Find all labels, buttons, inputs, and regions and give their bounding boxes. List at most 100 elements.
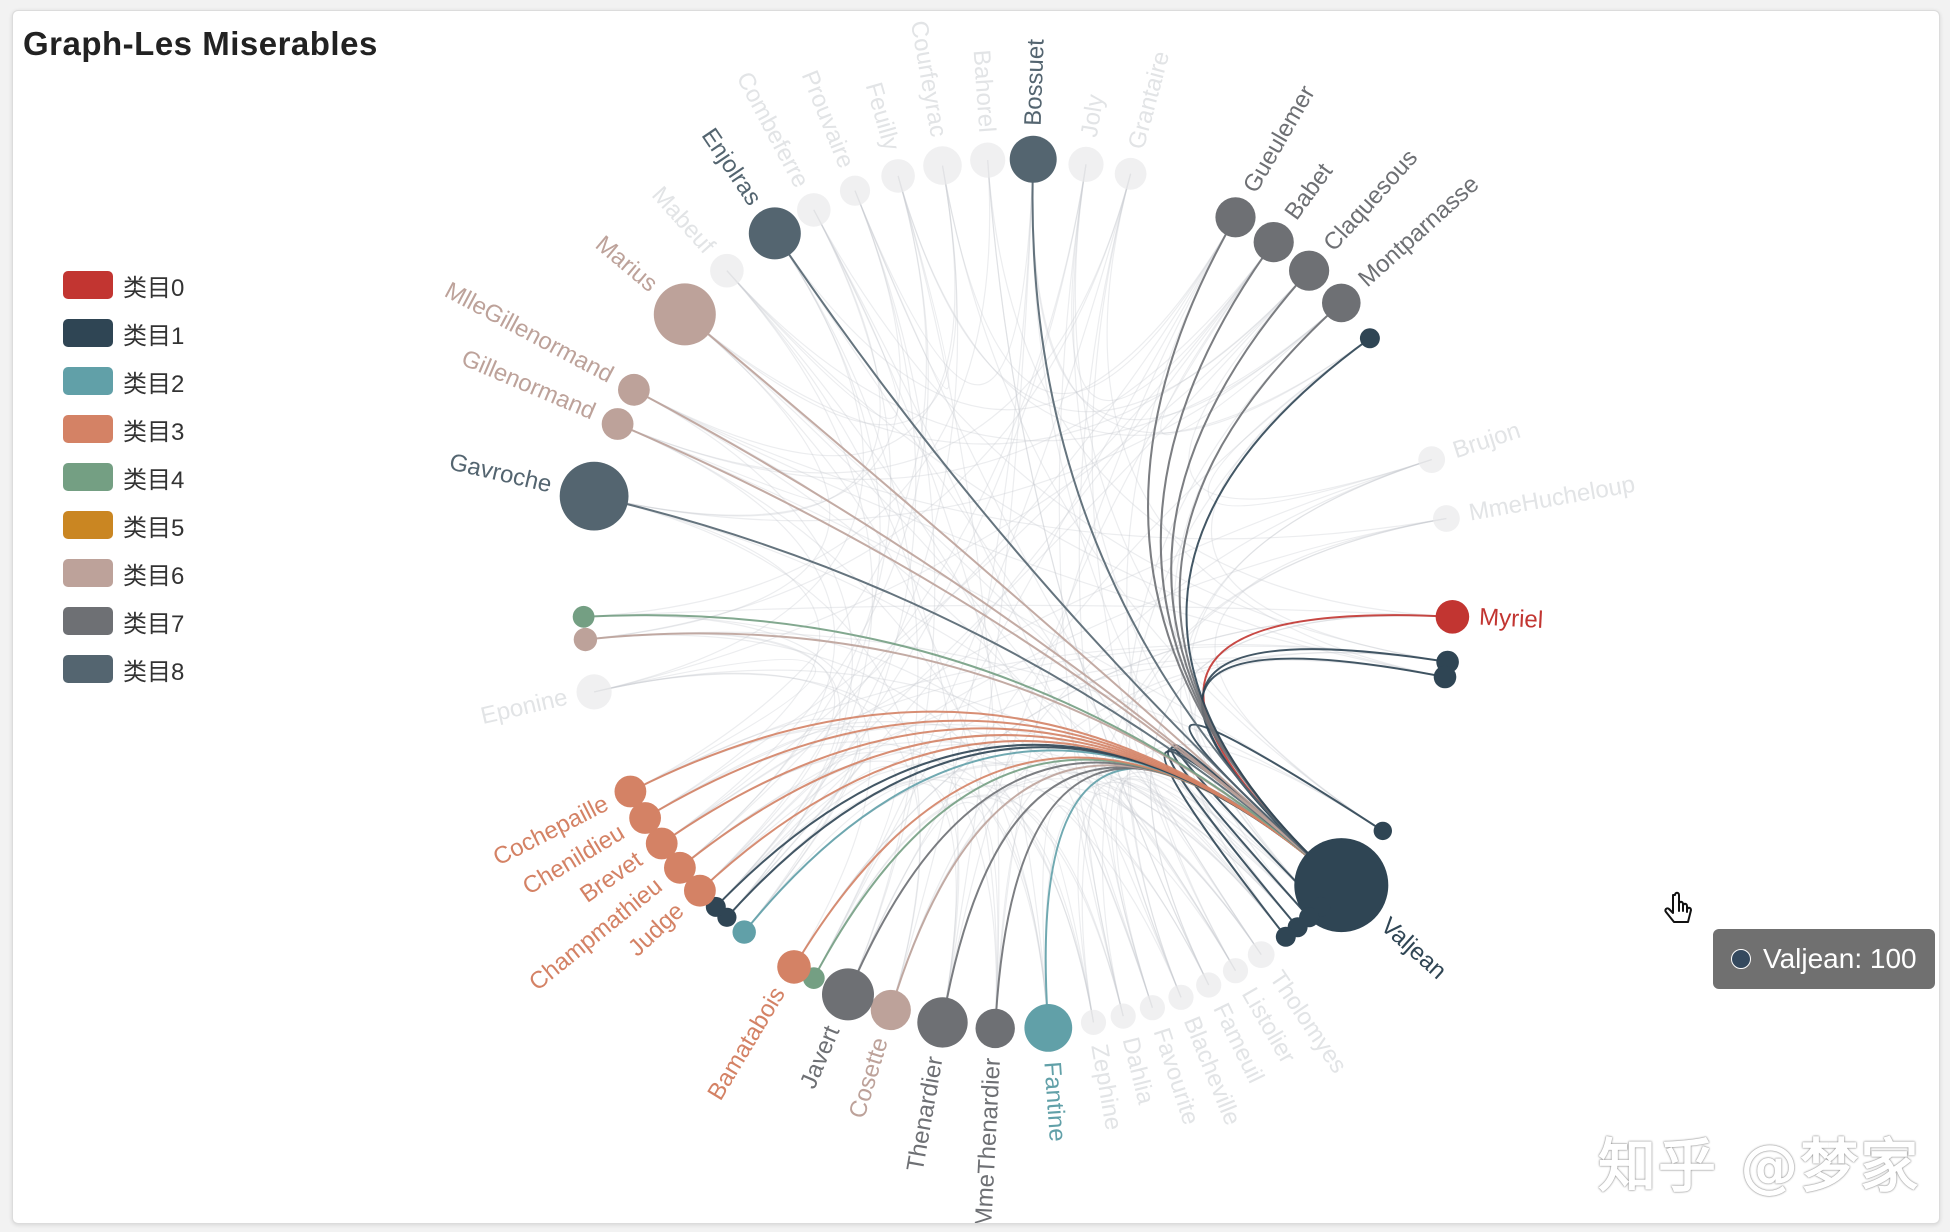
graph-node[interactable] <box>576 674 612 710</box>
graph-node[interactable] <box>732 920 756 944</box>
graph-node[interactable] <box>1289 250 1330 291</box>
legend-item[interactable]: 类目4 <box>63 453 184 501</box>
legend-item[interactable]: 类目3 <box>63 405 184 453</box>
graph-node[interactable] <box>618 373 650 406</box>
edge <box>1214 517 1447 832</box>
graph-node[interactable] <box>1009 135 1057 183</box>
graph-node[interactable] <box>1080 1009 1107 1035</box>
highlighted-edge <box>629 710 1342 886</box>
graph-node[interactable] <box>1110 1003 1136 1029</box>
graph-node[interactable] <box>1373 821 1393 841</box>
graph-node[interactable] <box>1418 446 1446 473</box>
graph-node[interactable] <box>1114 157 1147 190</box>
chart-title: Graph-Les Miserables <box>23 25 378 62</box>
graph-node[interactable] <box>614 775 647 808</box>
edge <box>593 672 921 1011</box>
edge <box>897 175 1310 413</box>
graph-node[interactable] <box>881 159 915 193</box>
edge <box>1058 164 1124 1017</box>
graph-node[interactable] <box>601 408 634 440</box>
edge <box>726 270 1342 442</box>
legend-item[interactable]: 类目5 <box>63 501 184 549</box>
graph-node[interactable] <box>975 1008 1015 1049</box>
edge <box>583 604 1453 618</box>
edge <box>679 209 892 869</box>
graph-node[interactable] <box>1222 958 1249 984</box>
graph-node[interactable] <box>870 989 911 1031</box>
edge <box>1118 778 1287 998</box>
legend-label: 类目3 <box>123 418 185 446</box>
graph-node[interactable] <box>1253 222 1294 263</box>
edge <box>774 233 1262 955</box>
edge <box>813 209 1049 1028</box>
graph-node[interactable] <box>1139 995 1165 1021</box>
graph-node[interactable] <box>1433 505 1460 532</box>
graph-node[interactable] <box>1359 328 1380 349</box>
edge <box>1188 459 1432 918</box>
graph-node[interactable] <box>1247 941 1275 968</box>
graph-chart[interactable]: MyrielValjeanTholomyesListolierFameuilBl… <box>13 11 1939 1223</box>
graph-node[interactable] <box>822 968 874 1021</box>
graph-node[interactable] <box>559 461 629 531</box>
graph-node[interactable] <box>923 146 962 185</box>
legend-item[interactable]: 类目2 <box>63 357 184 405</box>
edge <box>1102 517 1447 1017</box>
edge <box>774 216 1237 411</box>
node-label: Marius <box>590 230 663 297</box>
legend-label: 类目2 <box>123 370 185 398</box>
edge <box>583 615 1210 986</box>
graph-node[interactable] <box>1433 665 1457 689</box>
graph-node[interactable] <box>572 605 595 628</box>
graph-node[interactable] <box>839 175 871 206</box>
edge <box>813 209 1448 663</box>
graph-node[interactable] <box>684 874 716 907</box>
legend-item[interactable]: 类目6 <box>63 549 184 597</box>
legend-label: 类目4 <box>123 466 185 494</box>
graph-node[interactable] <box>777 950 811 984</box>
node-label: Myriel <box>1478 604 1543 634</box>
node-label: Courfeyrac <box>905 19 952 139</box>
edge <box>633 389 1446 678</box>
legend-swatch <box>63 271 113 299</box>
legend-item[interactable]: 类目8 <box>63 645 184 693</box>
graph-node[interactable] <box>573 627 598 652</box>
graph-node[interactable] <box>1196 972 1222 998</box>
edge <box>1106 173 1446 678</box>
node-label: MmeThenardier <box>970 1057 1006 1223</box>
edge <box>813 216 1237 979</box>
edge <box>1120 775 1299 998</box>
hand-cursor-icon <box>1664 891 1692 923</box>
highlighted-edge <box>633 388 1342 886</box>
graph-node[interactable] <box>653 283 716 346</box>
graph-node[interactable] <box>1215 197 1256 238</box>
edge <box>1072 164 1321 908</box>
graph-node[interactable] <box>629 802 661 834</box>
chart-panel: Graph-Les Miserables 类目0 类目1 类目2 类目3 类目4 类目5 类… <box>12 10 1940 1224</box>
edge <box>1126 217 1237 971</box>
legend-item[interactable]: 类目0 <box>63 261 184 309</box>
node-label: Valjean <box>1375 912 1451 984</box>
graph-node[interactable] <box>1024 1004 1073 1052</box>
highlighted-edge <box>1178 302 1342 886</box>
edge <box>890 159 1034 1011</box>
legend-item[interactable]: 类目1 <box>63 309 184 357</box>
graph-node[interactable] <box>797 193 831 227</box>
graph-node[interactable] <box>1068 146 1104 182</box>
graph-node[interactable] <box>748 207 801 260</box>
graph-node[interactable] <box>645 827 678 860</box>
graph-node[interactable] <box>1435 600 1470 634</box>
graph-node[interactable] <box>664 851 696 884</box>
edge <box>813 209 1182 998</box>
node-label: Enjolras <box>696 123 767 210</box>
graph-node[interactable] <box>1322 283 1361 323</box>
legend-swatch <box>63 559 113 587</box>
graph-node[interactable] <box>710 253 744 288</box>
legend-item[interactable]: 类目7 <box>63 597 184 645</box>
edge <box>593 669 1287 938</box>
edge <box>633 165 956 457</box>
graph-node[interactable] <box>970 142 1006 178</box>
graph-node[interactable] <box>917 997 968 1048</box>
graph-node[interactable] <box>1168 984 1194 1010</box>
graph-node[interactable] <box>1275 926 1296 947</box>
edge <box>897 175 1000 1029</box>
